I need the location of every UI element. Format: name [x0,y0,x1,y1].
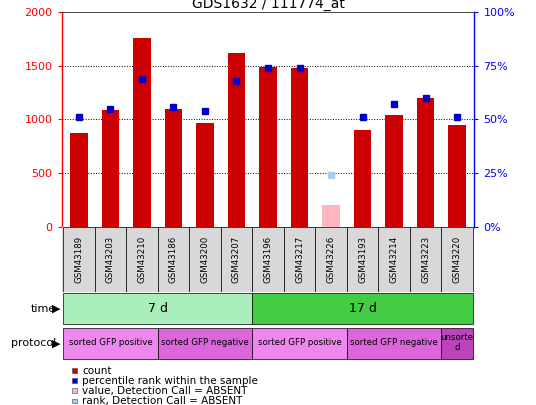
Bar [189,227,221,292]
Bar [126,227,158,292]
Text: GSM43214: GSM43214 [390,236,399,283]
Text: sorted GFP negative: sorted GFP negative [350,338,438,347]
Bar [315,227,347,292]
Bar [259,67,277,227]
Text: sorted GFP positive: sorted GFP positive [258,338,341,347]
Text: sorted GFP negative: sorted GFP negative [161,338,249,347]
Text: GSM43196: GSM43196 [264,236,272,283]
Bar [63,227,95,292]
Text: GSM43193: GSM43193 [358,236,367,283]
Bar [378,227,410,292]
Text: GSM43189: GSM43189 [75,236,84,283]
Text: 17 d: 17 d [348,302,376,315]
Text: sorted GFP positive: sorted GFP positive [69,338,152,347]
Bar [410,227,441,292]
Bar [165,109,182,227]
Bar [417,98,434,227]
Bar [158,328,252,359]
Bar [221,227,252,292]
Bar [441,227,473,292]
Text: GSM43217: GSM43217 [295,236,304,283]
Text: unsorte
d: unsorte d [441,333,473,352]
Bar [385,115,403,227]
Text: GSM43207: GSM43207 [232,236,241,283]
Text: time: time [31,304,56,314]
Bar [252,328,347,359]
Bar [158,227,189,292]
Text: GSM43226: GSM43226 [326,236,336,283]
Title: GDS1632 / 111774_at: GDS1632 / 111774_at [191,0,345,11]
Bar [102,110,119,227]
Text: GSM43210: GSM43210 [137,236,146,283]
Bar [291,68,308,227]
Bar [354,130,371,227]
Bar [441,328,473,359]
Bar [70,133,87,227]
Text: ▶: ▶ [52,304,61,314]
Bar [347,227,378,292]
Text: 7 d: 7 d [148,302,168,315]
Bar [284,227,315,292]
Text: value, Detection Call = ABSENT: value, Detection Call = ABSENT [82,386,248,396]
Text: rank, Detection Call = ABSENT: rank, Detection Call = ABSENT [82,396,243,405]
Text: protocol: protocol [11,339,56,348]
Text: GSM43220: GSM43220 [452,236,461,283]
Text: GSM43200: GSM43200 [200,236,210,283]
Text: count: count [82,366,111,375]
Bar [63,293,252,324]
Bar [449,125,466,227]
Text: GSM43186: GSM43186 [169,236,178,283]
Text: GSM43223: GSM43223 [421,236,430,283]
Text: percentile rank within the sample: percentile rank within the sample [82,376,258,386]
Text: ▶: ▶ [52,339,61,348]
Bar [322,205,340,227]
Bar [252,227,284,292]
Bar [133,38,151,227]
Bar [63,328,158,359]
Bar [95,227,126,292]
Bar [347,328,441,359]
Bar [228,53,245,227]
Bar [196,123,214,227]
Bar [252,293,473,324]
Text: GSM43203: GSM43203 [106,236,115,283]
